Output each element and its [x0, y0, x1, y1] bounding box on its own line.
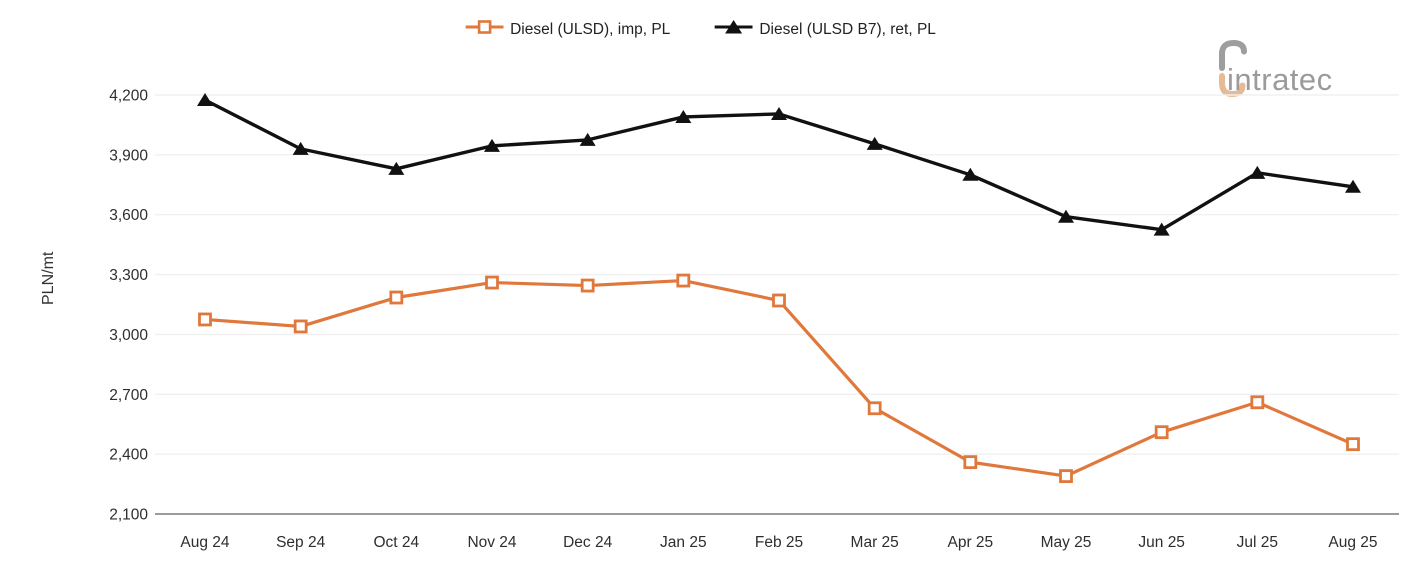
- x-tick-label-8: Apr 25: [947, 534, 993, 551]
- data-point-s1-10: [1153, 222, 1170, 236]
- data-point-s0-5: [676, 273, 691, 288]
- data-point-s1-8: [962, 167, 979, 181]
- data-point-s1-12: [1345, 179, 1361, 193]
- data-point-s0-7: [867, 401, 882, 416]
- y-tick-label-3000: 3,000: [109, 327, 148, 344]
- x-tick-label-11: Jul 25: [1237, 534, 1278, 551]
- y-tick-label-2400: 2,400: [109, 447, 148, 464]
- legend-item-diesel-imp[interactable]: Diesel (ULSD), imp, PL: [465, 19, 670, 40]
- intratec-logo: intratec: [1216, 38, 1356, 100]
- data-point-s0-1: [293, 319, 308, 334]
- x-tick-label-3: Nov 24: [467, 534, 516, 551]
- data-point-s0-11: [1250, 395, 1265, 410]
- x-tick-label-1: Sep 24: [276, 534, 326, 551]
- data-point-s1-6: [771, 106, 787, 120]
- legend-label-diesel-imp: Diesel (ULSD), imp, PL: [510, 20, 671, 38]
- data-point-s0-10: [1154, 425, 1169, 440]
- data-point-s0-9: [1059, 469, 1073, 483]
- data-point-s1-2: [388, 161, 405, 175]
- legend-item-diesel-ret[interactable]: Diesel (ULSD B7), ret, PL: [714, 19, 936, 40]
- x-tick-label-5: Jan 25: [660, 534, 707, 551]
- y-tick-label-2100: 2,100: [109, 507, 148, 524]
- legend-marker-square-icon: [465, 19, 504, 40]
- data-point-s0-4: [580, 278, 595, 293]
- x-tick-label-2: Oct 24: [373, 534, 419, 551]
- data-point-s1-0: [197, 92, 213, 106]
- x-tick-label-10: Jun 25: [1138, 534, 1185, 551]
- intratec-logo-mark-icon: [1219, 39, 1247, 98]
- y-tick-label-3600: 3,600: [109, 207, 148, 224]
- y-tick-label-4200: 4,200: [109, 88, 148, 105]
- data-point-s1-4: [579, 132, 596, 146]
- series-line-0: [203, 278, 1355, 478]
- legend-marker-triangle-icon: [714, 19, 753, 40]
- data-point-s0-8: [963, 455, 978, 470]
- data-point-s1-5: [675, 109, 692, 123]
- legend-label-diesel-ret: Diesel (ULSD B7), ret, PL: [759, 20, 936, 38]
- data-point-s1-11: [1249, 165, 1266, 179]
- data-point-s0-6: [772, 293, 786, 308]
- y-tick-label-2700: 2,700: [109, 387, 148, 404]
- data-point-s0-2: [389, 290, 404, 305]
- x-tick-label-9: May 25: [1041, 534, 1092, 551]
- logo-text: intratec: [1227, 62, 1333, 97]
- data-point-s1-1: [292, 141, 309, 155]
- y-tick-label-3300: 3,300: [109, 267, 148, 284]
- chart-legend: Diesel (ULSD), imp, PL Diesel (ULSD B7),…: [465, 19, 936, 40]
- data-point-s1-3: [484, 138, 500, 152]
- x-tick-label-6: Feb 25: [755, 534, 803, 551]
- x-tick-label-7: Mar 25: [851, 534, 899, 551]
- y-tick-label-3900: 3,900: [109, 147, 148, 164]
- data-point-s1-9: [1058, 209, 1074, 223]
- x-tick-label-4: Dec 24: [563, 534, 612, 551]
- data-point-s0-3: [485, 275, 499, 290]
- x-tick-label-0: Aug 24: [180, 534, 230, 551]
- x-tick-label-12: Aug 25: [1328, 534, 1377, 551]
- data-point-s0-0: [198, 312, 212, 327]
- data-point-s1-7: [866, 136, 883, 150]
- data-point-s0-12: [1346, 437, 1360, 452]
